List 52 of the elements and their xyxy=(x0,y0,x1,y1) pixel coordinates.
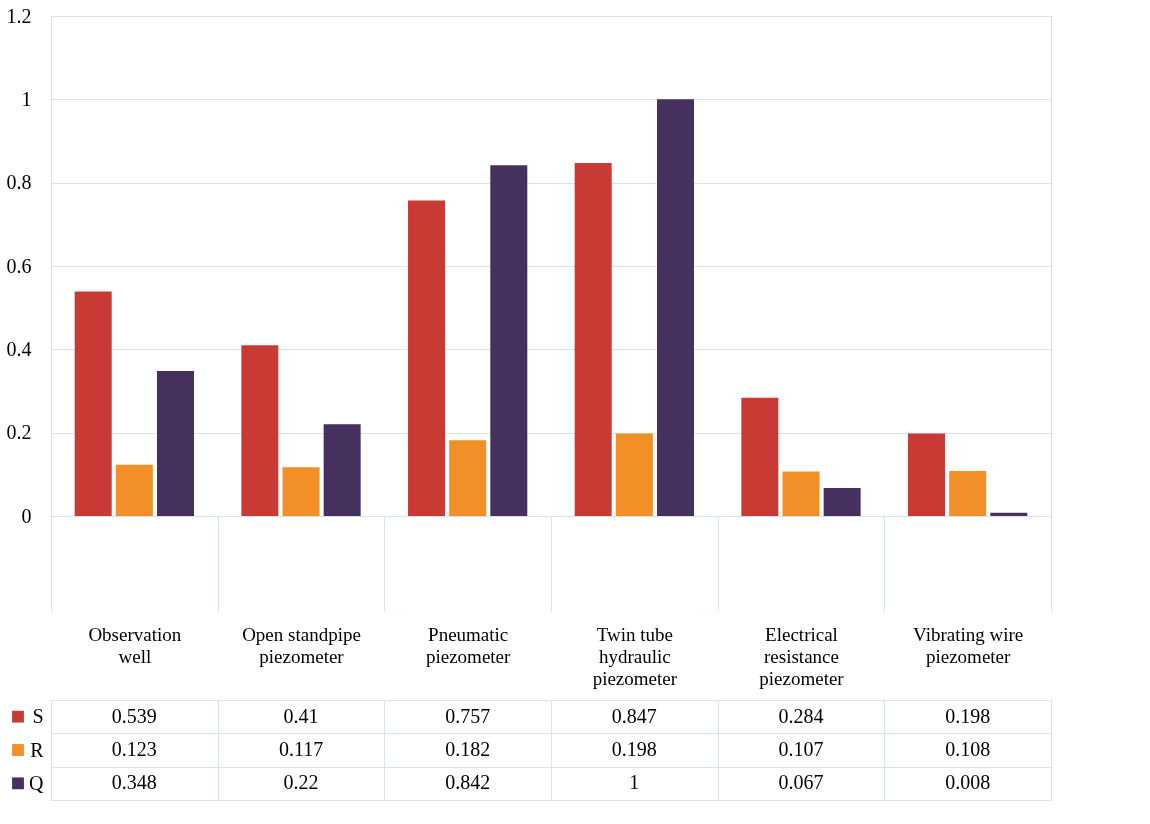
bar xyxy=(615,433,653,516)
legend-label: R xyxy=(30,738,45,761)
data-label: 0.198 xyxy=(611,738,657,760)
bar xyxy=(115,464,153,516)
data-label: 0.284 xyxy=(778,704,824,727)
x-tick-label: Electrical resistance piezometer xyxy=(759,623,845,689)
data-label: 0.757 xyxy=(445,704,491,727)
bar xyxy=(782,471,820,516)
bar xyxy=(449,440,487,516)
data-label: 0.847 xyxy=(611,704,657,727)
data-label: 0.117 xyxy=(278,738,324,760)
x-tick-label: Vibrating wire piezometer xyxy=(913,623,1024,667)
data-label: 0.182 xyxy=(445,738,491,760)
bar xyxy=(156,371,194,516)
bar xyxy=(823,488,861,516)
bar xyxy=(241,345,279,516)
data-label: 0.123 xyxy=(111,738,157,760)
y-tick-label: 0.2 xyxy=(6,421,32,444)
y-tick-label: 0.6 xyxy=(6,254,32,277)
y-tick-label: 0.8 xyxy=(6,171,32,194)
bar xyxy=(908,433,946,516)
data-label: 0.108 xyxy=(945,738,991,760)
y-tick-label: 0.4 xyxy=(6,337,32,360)
data-label: 0.348 xyxy=(111,771,157,794)
y-tick-label: 1.2 xyxy=(6,4,32,27)
x-tick-label: Open standpipe piezometer xyxy=(242,623,361,667)
data-label: 0.008 xyxy=(945,771,991,794)
bar xyxy=(949,471,987,516)
data-label: 0.41 xyxy=(283,704,319,727)
y-tick-label: 1 xyxy=(21,87,32,110)
data-label: 0.842 xyxy=(445,771,491,794)
bar xyxy=(741,397,779,516)
y-tick-label: 0 xyxy=(21,504,32,527)
x-tick-label: Observation well xyxy=(88,623,182,667)
data-label: 0.539 xyxy=(111,704,157,727)
bar xyxy=(574,163,612,516)
data-label: 0.198 xyxy=(945,704,991,727)
data-label: 1 xyxy=(629,771,640,794)
x-tick-label: Twin tube hydraulic piezometer xyxy=(592,623,678,689)
bar xyxy=(408,200,446,516)
x-tick-label: Pneumatic piezometer xyxy=(425,623,512,667)
bar xyxy=(990,512,1028,516)
bar xyxy=(323,424,361,516)
bar xyxy=(282,467,320,516)
data-label: 0.107 xyxy=(778,738,824,760)
bar xyxy=(656,99,694,516)
data-label: 0.22 xyxy=(283,771,319,794)
legend-label: S xyxy=(32,705,44,728)
legend-label: Q xyxy=(29,771,45,794)
bar xyxy=(490,165,528,516)
data-label: 0.067 xyxy=(778,771,824,794)
bar xyxy=(74,291,112,516)
